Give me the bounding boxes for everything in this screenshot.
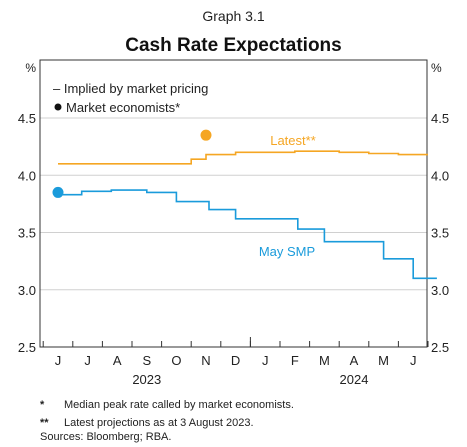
x-tick-label: J xyxy=(262,353,269,368)
gridlines xyxy=(40,117,427,291)
x-tick-label: D xyxy=(231,353,240,368)
chart-title: Cash Rate Expectations xyxy=(125,35,342,56)
y-tick-label: 3.5 xyxy=(431,226,449,241)
plot-frame xyxy=(39,59,428,348)
footnote-mark: ** xyxy=(40,417,49,429)
y-tick-label: 4.5 xyxy=(18,111,36,126)
year-label: 2024 xyxy=(340,372,369,387)
y-tick-label: 3.0 xyxy=(18,283,36,298)
y-unit-label: % xyxy=(25,61,36,75)
y-tick-label: 4.5 xyxy=(431,111,449,126)
x-tick-label: A xyxy=(350,353,359,368)
y-tick-label: 4.0 xyxy=(431,168,449,183)
footnote-1: * Median peak rate called by market econ… xyxy=(40,396,294,414)
y-axis-right: 2.5 3.0 3.5 4.0 4.5% xyxy=(431,61,449,355)
series-label: May SMP xyxy=(259,244,315,259)
footnotes: * Median peak rate called by market econ… xyxy=(40,396,294,432)
y-unit-label: % xyxy=(431,61,442,75)
y-tick-label: 3.5 xyxy=(18,226,36,241)
y-tick-label: 3.0 xyxy=(431,283,449,298)
economist-dot xyxy=(52,186,64,198)
footnote-text: Median peak rate called by market econom… xyxy=(64,399,294,411)
economist-dot xyxy=(200,129,212,141)
legend-entry-line: – Implied by market pricing xyxy=(53,81,208,96)
x-tick-label: F xyxy=(291,353,299,368)
series-line xyxy=(58,189,437,280)
series-layer: Latest** May SMP xyxy=(52,129,437,280)
x-axis: J J A S O N D J F M A M J 2023 2024 xyxy=(42,337,429,387)
y-tick-label: 2.5 xyxy=(18,340,36,355)
x-tick-label: O xyxy=(171,353,181,368)
year-label: 2023 xyxy=(132,372,161,387)
x-tick-label: M xyxy=(378,353,389,368)
sources: Sources: Bloomberg; RBA. xyxy=(40,431,172,443)
legend: – Implied by market pricing Market econom… xyxy=(53,81,208,115)
x-tick-label: J xyxy=(55,353,62,368)
x-tick-label: A xyxy=(113,353,122,368)
y-tick-label: 2.5 xyxy=(431,340,449,355)
graph-number: Graph 3.1 xyxy=(202,8,265,24)
y-axis-left: 2.5 3.0 3.5 4.0 4.5% xyxy=(18,61,36,355)
x-tick-label: N xyxy=(201,353,210,368)
x-tick-label: J xyxy=(84,353,91,368)
x-tick-label: M xyxy=(319,353,330,368)
series-line xyxy=(58,150,428,165)
y-tick-label: 4.0 xyxy=(18,168,36,183)
footnote-mark: * xyxy=(40,399,45,411)
series-label: Latest** xyxy=(270,133,316,148)
legend-dot-icon xyxy=(54,103,62,111)
legend-entry-dot: Market economists* xyxy=(66,100,180,115)
footnote-text: Latest projections as at 3 August 2023. xyxy=(64,417,254,429)
footnote-2: ** Latest projections as at 3 August 202… xyxy=(40,414,294,432)
x-tick-label: S xyxy=(142,353,151,368)
x-tick-label: J xyxy=(410,353,417,368)
